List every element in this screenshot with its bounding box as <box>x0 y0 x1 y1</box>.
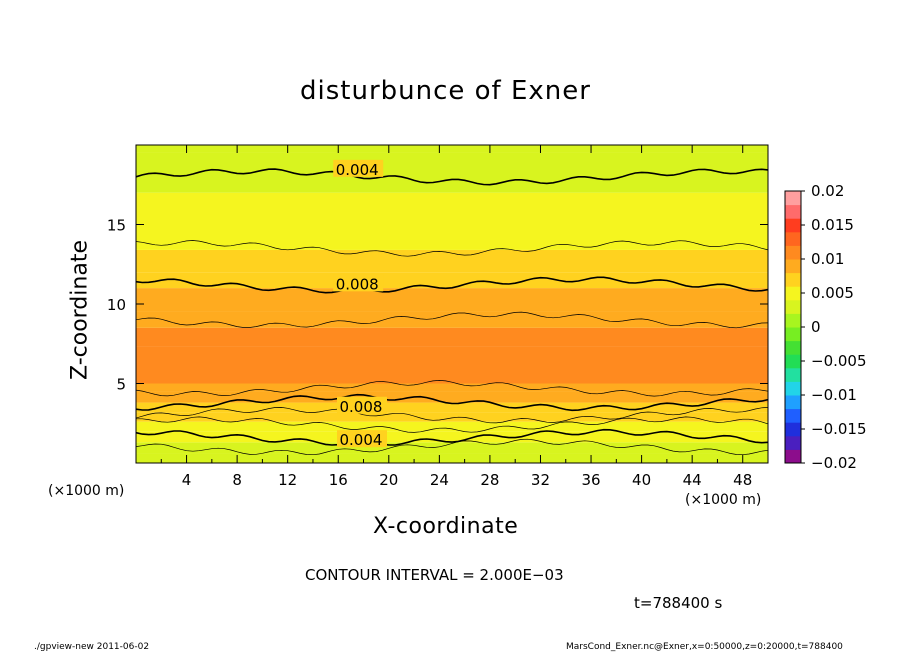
colorbar-label: −0.005 <box>811 352 867 370</box>
colorbar-swatch <box>785 299 801 314</box>
heatmap-band <box>136 288 768 312</box>
heatmap-band <box>136 224 768 250</box>
x-tick-label: 36 <box>581 471 600 489</box>
heatmap-band <box>136 327 768 347</box>
x-tick-label: 40 <box>632 471 651 489</box>
y-tick-label: 15 <box>107 217 126 235</box>
colorbar-swatch <box>785 327 801 342</box>
heatmap-band <box>136 383 768 392</box>
colorbar-label: −0.01 <box>811 386 857 404</box>
colorbar-swatch <box>785 272 801 287</box>
colorbar-label: 0.015 <box>811 216 854 234</box>
contour-line <box>135 428 769 446</box>
colorbar-swatch <box>785 395 801 410</box>
heatmap-band <box>136 453 768 463</box>
footer-right: MarsCond_Exner.nc@Exner,x=0:50000,z=0:20… <box>566 642 843 652</box>
x-tick-label: 44 <box>683 471 702 489</box>
colorbar-label: −0.015 <box>811 420 867 438</box>
colorbar-label: 0.01 <box>811 250 844 268</box>
y-tick-label: 5 <box>116 376 126 394</box>
x-axis-label: X-coordinate <box>373 514 519 539</box>
x-tick-label: 4 <box>182 471 192 489</box>
contour-line <box>135 276 769 294</box>
contour-label-bg <box>333 274 384 292</box>
colorbar-swatch <box>785 231 801 246</box>
x-unit-left: (×1000 m) <box>48 483 125 499</box>
contour-label: 0.008 <box>340 398 383 416</box>
x-tick-label: 20 <box>379 471 398 489</box>
colorbar-swatch <box>785 354 801 369</box>
chart-title: disturbunce of Exner <box>300 76 591 106</box>
colorbar-swatch <box>785 422 801 437</box>
x-tick-label: 32 <box>531 471 550 489</box>
colorbar-swatch <box>785 313 801 328</box>
x-tick-label: 24 <box>430 471 449 489</box>
colorbar-swatch <box>785 435 801 450</box>
colorbar-swatch <box>785 191 801 206</box>
colorbar-swatch <box>785 218 801 233</box>
colorbar-swatch <box>785 340 801 355</box>
heatmap-band <box>136 272 768 289</box>
colorbar-swatch <box>785 286 801 301</box>
x-tick-label: 12 <box>278 471 297 489</box>
heatmap-band <box>136 442 768 454</box>
heatmap-band <box>136 145 768 153</box>
colorbar-label: −0.02 <box>811 454 857 472</box>
contour-line <box>135 168 769 186</box>
colorbar-label: 0.02 <box>811 182 844 200</box>
contour-interval-text: CONTOUR INTERVAL = 2.000E−03 <box>305 566 564 584</box>
contour-line <box>135 380 769 397</box>
time-label: t=788400 s <box>634 594 723 612</box>
heatmap-band <box>136 391 768 403</box>
contour-line <box>135 393 769 412</box>
heatmap-band <box>136 402 768 413</box>
colorbar-swatch <box>785 408 801 423</box>
heatmap-band <box>136 421 768 432</box>
contour-line <box>136 416 769 433</box>
y-tick-label: 10 <box>107 296 126 314</box>
colorbar-label: 0 <box>811 318 821 336</box>
footer-left: ./gpview-new 2011-06-02 <box>34 642 150 652</box>
colorbar-label: 0.005 <box>811 284 854 302</box>
contour-label: 0.008 <box>336 275 379 293</box>
heatmap-band <box>136 346 768 384</box>
x-unit-right: (×1000 m) <box>685 492 762 508</box>
colorbar-swatch <box>785 204 801 219</box>
colorbar-swatch <box>785 259 801 274</box>
heatmap-band <box>136 431 768 443</box>
x-tick-label: 48 <box>733 471 752 489</box>
colorbar-swatch <box>785 381 801 396</box>
x-tick-label: 28 <box>480 471 499 489</box>
contour-line <box>135 240 769 257</box>
heatmap-band <box>136 249 768 273</box>
contour-label: 0.004 <box>340 431 383 449</box>
contour-line <box>135 407 769 424</box>
heatmap-band <box>136 412 768 422</box>
colorbar-swatch <box>785 449 801 464</box>
colorbar-swatch <box>785 245 801 260</box>
heatmap-band <box>136 311 768 328</box>
contour-label-bg <box>333 159 384 177</box>
x-tick-label: 16 <box>329 471 348 489</box>
contour-line <box>135 311 769 329</box>
contour-label-bg <box>336 396 387 414</box>
colorbar-swatch <box>785 367 801 382</box>
contour-label-bg <box>336 430 387 448</box>
contour-line <box>135 438 769 456</box>
heatmap-band <box>136 192 768 225</box>
contour-label: 0.004 <box>336 161 379 179</box>
x-tick-label: 8 <box>232 471 242 489</box>
